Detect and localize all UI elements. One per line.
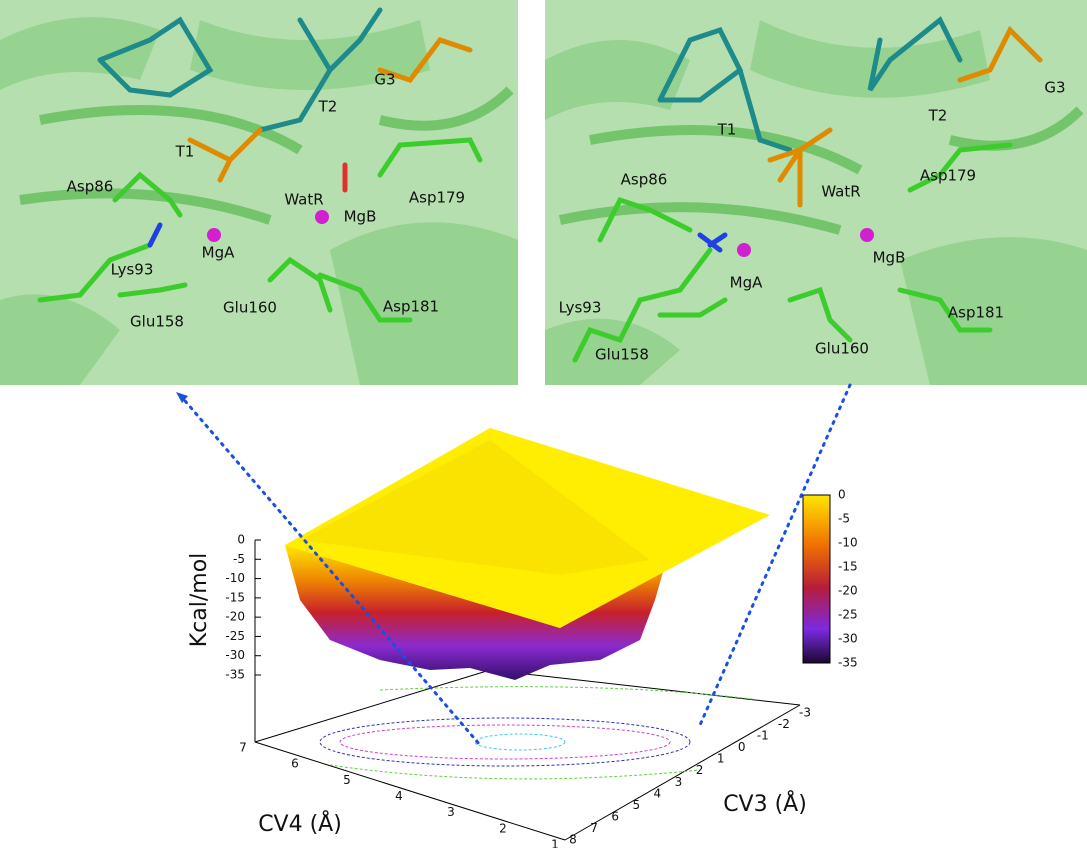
axis-line — [255, 670, 490, 742]
axis-line — [490, 670, 800, 705]
y-tick-label: 6 — [611, 809, 619, 823]
z-tick-label: -10 — [225, 571, 245, 585]
y-tick-label: 4 — [654, 786, 662, 800]
x-axis-label: CV4 (Å) — [258, 810, 342, 837]
residue-label: Glu158 — [130, 313, 184, 331]
y-tick-label: 1 — [717, 752, 725, 766]
colorbar-tick-label: 0 — [838, 488, 846, 502]
z-tick-label: -20 — [225, 610, 245, 624]
residue-label: T2 — [928, 107, 948, 125]
residue-label: WatR — [284, 191, 323, 209]
z-tick-label: -5 — [233, 552, 245, 566]
y-tick-label: 2 — [696, 763, 704, 777]
colorbar-tick-label: -20 — [838, 584, 858, 598]
z-tick-label: -25 — [225, 629, 245, 643]
residue-label: Glu160 — [223, 299, 277, 317]
y-tick-label: -2 — [778, 717, 790, 731]
residue-label: Glu158 — [595, 346, 649, 364]
y-tick-label: 7 — [590, 821, 598, 835]
residue-label: Asp86 — [67, 178, 114, 196]
residue-label: Asp86 — [621, 171, 668, 189]
y-tick-label: -3 — [799, 706, 811, 720]
residue-label: MgA — [730, 274, 763, 292]
colorbar-tick-label: -5 — [838, 512, 850, 526]
y-tick-label: 0 — [738, 740, 746, 754]
residue-label: MgB — [873, 249, 906, 267]
residue-label: MgB — [344, 208, 377, 226]
z-tick-label: 0 — [237, 533, 245, 547]
residue-label: T1 — [717, 121, 737, 139]
residue-label: WatR — [821, 183, 860, 201]
contours — [320, 687, 760, 779]
z-tick-label: -30 — [225, 648, 245, 662]
residue-label: G3 — [1044, 79, 1065, 97]
y-tick-label: 3 — [675, 775, 683, 789]
colorbar-tick-label: -35 — [838, 656, 858, 670]
x-tick-label: 4 — [395, 789, 403, 803]
colorbar-tick-label: -10 — [838, 536, 858, 550]
residue-label: Asp179 — [409, 189, 465, 207]
residue-label: T1 — [175, 143, 195, 161]
z-axis-label: Kcal/mol — [187, 553, 212, 648]
z-tick-label: -15 — [225, 590, 245, 604]
y-axis-label: CV3 (Å) — [723, 790, 807, 817]
residue-label: Asp181 — [948, 304, 1004, 322]
x-tick-label: 5 — [343, 773, 351, 787]
structure-panel-left: T1 T2 G3 Asp86 WatR MgB Asp179 MgA Lys93… — [0, 0, 518, 385]
figure: T1 T2 G3 Asp86 WatR MgB Asp179 MgA Lys93… — [0, 0, 1087, 848]
residue-label: T2 — [318, 98, 338, 116]
energy-surface-plot: Kcal/mol CV4 (Å) CV3 (Å) 0-5-10-15-20-25… — [176, 385, 858, 848]
colorbar-tick-label: -15 — [838, 560, 858, 574]
z-tick-label: -35 — [225, 668, 245, 682]
structure-panel-right: T1 T2 G3 Asp86 WatR Asp179 MgB MgA Lys93… — [545, 0, 1087, 385]
y-tick-label: 5 — [632, 798, 640, 812]
residue-label: Lys93 — [111, 261, 154, 279]
x-tick-label: 2 — [499, 821, 507, 835]
x-tick-label: 3 — [447, 805, 455, 819]
x-tick-label: 1 — [551, 838, 559, 848]
residue-label: MgA — [202, 244, 235, 262]
y-tick-label: -1 — [757, 729, 769, 743]
residue-label: Glu160 — [815, 340, 869, 358]
y-tick-label: 8 — [569, 833, 577, 847]
colorbar — [803, 495, 830, 663]
residue-label: Asp181 — [383, 298, 439, 316]
x-tick-label: 7 — [239, 741, 247, 755]
colorbar-tick-label: -30 — [838, 632, 858, 646]
x-tick-label: 6 — [291, 757, 299, 771]
residue-label: Lys93 — [559, 299, 602, 317]
colorbar-tick-label: -25 — [838, 608, 858, 622]
residue-label: G3 — [374, 71, 395, 89]
axis-line — [565, 705, 800, 840]
residue-label: Asp179 — [920, 167, 976, 185]
